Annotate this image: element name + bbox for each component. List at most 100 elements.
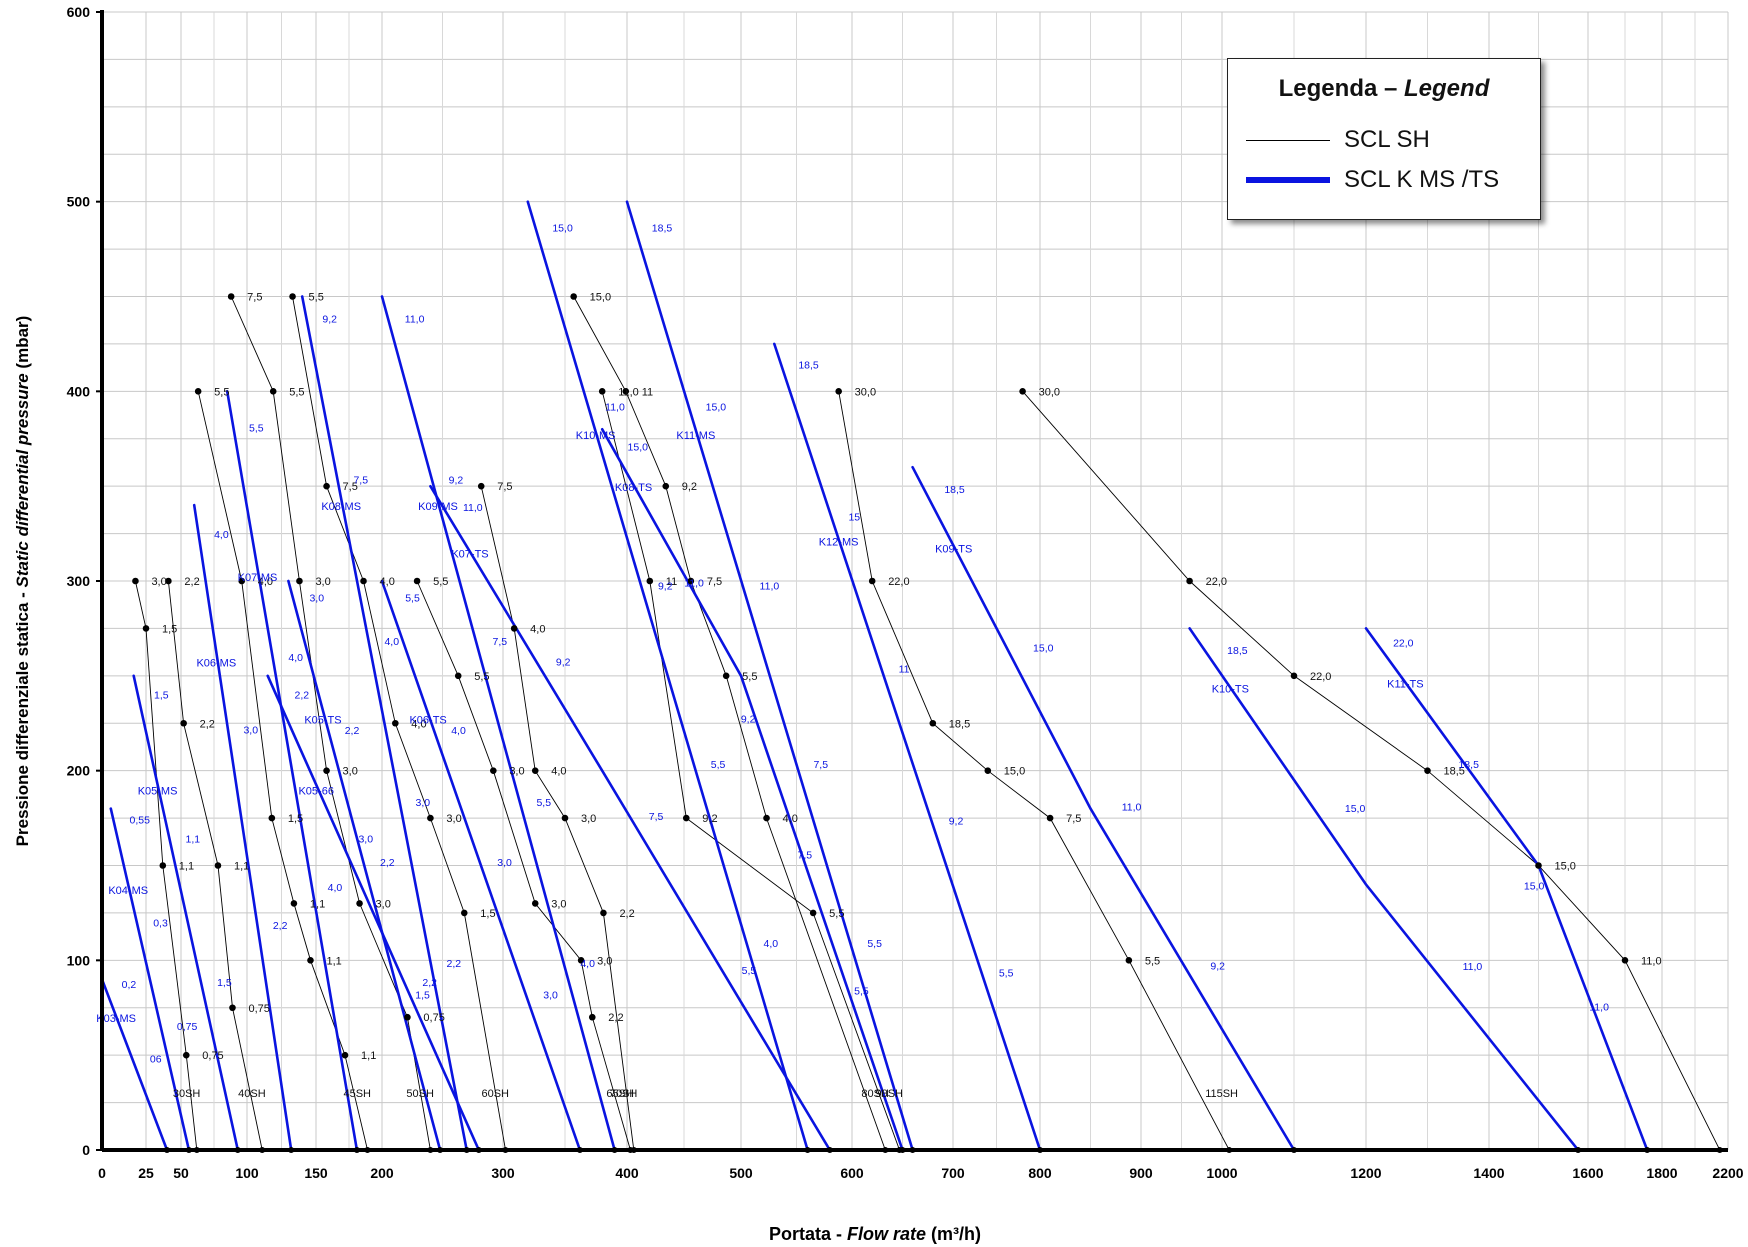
sh-series-label: 30SH: [173, 1088, 201, 1100]
k-point-label: 7,5: [649, 811, 664, 823]
k-point-label: 11,0: [1122, 802, 1142, 814]
sh-point-label: 15,0: [1004, 766, 1025, 778]
k-curve-k08-ms: [300, 295, 468, 1152]
y-tick-label: 500: [67, 194, 91, 210]
sh-point-label: 3,0: [551, 898, 566, 910]
sh-series-label: 65SH: [606, 1088, 634, 1100]
sh-point: [214, 862, 222, 869]
k-point-label: 15,0: [1033, 643, 1054, 655]
k-point-label: 9,2: [556, 656, 571, 668]
legend-entry-k: SCL K MS /TS: [1246, 165, 1499, 195]
sh-point-label: 2,2: [184, 576, 199, 588]
k-point-label: 4,0: [384, 636, 399, 648]
k-point-label: 5,5: [854, 985, 869, 997]
k-point-label: 18,5: [652, 222, 673, 234]
sh-point-label: 11,0: [1641, 955, 1662, 967]
x-tick-label: 200: [370, 1165, 394, 1181]
legend-title-main: Legenda –: [1278, 75, 1405, 102]
sh-point-label: 4,0: [783, 813, 798, 825]
sh-point: [622, 388, 630, 395]
k-series-label: K05-MS: [138, 785, 178, 797]
sh-point-label: 1,5: [480, 908, 495, 920]
k-point-label: 5,5: [536, 797, 551, 809]
legend: Legenda – Legend SCL SH SCL K MS /TS: [1227, 58, 1541, 220]
x-tick-label: 1400: [1473, 1165, 1504, 1181]
sh-point-label: 7,5: [247, 292, 262, 304]
k-point-label: 15,0: [552, 222, 573, 234]
sh-point: [1290, 672, 1298, 680]
x-tick-label: 25: [138, 1165, 154, 1181]
sh-point: [296, 577, 303, 585]
k-point-label: 3,0: [309, 592, 324, 604]
x-tick-label: 1800: [1646, 1165, 1677, 1181]
sh-point-label: 3,0: [597, 955, 612, 967]
k-point-label: 9,2: [322, 314, 337, 326]
k-curve-k11-ms: [625, 200, 914, 1152]
sh-point-label: 3,0: [509, 766, 524, 778]
sh-point: [598, 388, 606, 395]
k-point-label: 11,0: [684, 577, 704, 589]
sh-point: [194, 388, 202, 395]
sh-point: [682, 814, 690, 822]
k-curve-k05-ms: [132, 674, 240, 1152]
sh-point-label: 1,1: [179, 861, 194, 873]
sh-point: [835, 388, 842, 395]
k-point-label: 7,5: [353, 475, 368, 487]
sh-point-label: 30,0: [1039, 386, 1060, 398]
sh-point-label: 11: [642, 386, 653, 398]
sh-point-label: 4,0: [411, 718, 426, 730]
k-series-label: K12-MS: [819, 536, 859, 548]
k-point-label: 1,5: [415, 989, 430, 1001]
sh-point: [392, 719, 399, 727]
sh-point-label: 7,5: [343, 481, 358, 493]
y-tick-label: 200: [67, 763, 91, 779]
legend-entry-sh: SCL SH: [1246, 125, 1430, 155]
x-tick-label: 100: [235, 1165, 259, 1181]
y-tick-label: 300: [67, 573, 91, 589]
sh-point-label: 1,1: [234, 861, 249, 873]
k-series-label: K04-MS: [108, 885, 148, 897]
k-curve-k04-ms: [109, 807, 191, 1152]
sh-point: [460, 909, 468, 917]
sh-point: [490, 767, 497, 774]
k-point-label: 18,5: [1227, 645, 1248, 657]
k-point-label: 3,0: [416, 797, 431, 809]
x-tick-label: 1600: [1572, 1165, 1603, 1181]
sh-point: [404, 1013, 411, 1021]
sh-point: [238, 577, 246, 585]
sh-point-label: 30,0: [855, 386, 876, 398]
k-point-label: 0,75: [177, 1021, 198, 1033]
tick-labels: 0 100 200 300 400 500 600 0 25 50 100 150 200 300 400 5…: [67, 4, 1744, 1181]
x-tick-label: 500: [729, 1165, 753, 1181]
k-series-label: K09-MS: [418, 501, 458, 513]
y-tick-label: 400: [67, 383, 91, 399]
k-curve-k10-ts: [1188, 627, 1580, 1152]
x-tick-label: 50: [173, 1165, 189, 1181]
k-point-label: 11,0: [760, 580, 780, 592]
point-labels: 3,0 1,5 1,1 0,75 30SH 2,2 2,2 1,1 0,75 40SH 5,5 4,0…: [96, 222, 1661, 1099]
sh-point-label: 5,5: [1145, 955, 1160, 967]
sh-point: [570, 293, 577, 300]
k-point-label: 11,0: [1463, 961, 1483, 973]
k-point-label: 5,5: [999, 968, 1014, 980]
k-point-label: 4,0: [764, 938, 779, 950]
sh-point-label: 9,2: [702, 813, 717, 825]
k-point-label: 7,5: [493, 636, 508, 648]
sh-point: [1125, 957, 1133, 964]
k-point-label: 11,0: [1589, 1002, 1609, 1014]
x-tick-label: 800: [1028, 1165, 1052, 1181]
k-point-label: 0,55: [130, 814, 151, 826]
sh-point: [588, 1013, 596, 1021]
legend-swatch-sh: [1246, 139, 1330, 141]
sh-point: [600, 909, 607, 917]
sh-series-label: 40SH: [238, 1088, 266, 1100]
k-point-label: 11,0: [463, 502, 483, 514]
sh-point-label: 18,5: [1444, 766, 1465, 778]
k-curve-k07-ts: [429, 484, 832, 1152]
k-point-label: 3,0: [543, 989, 558, 1001]
sh-series-label: 115SH: [1205, 1088, 1238, 1100]
k-point-label: 1,1: [186, 833, 201, 845]
sh-point: [454, 672, 462, 680]
k-point-label: 15,0: [1524, 880, 1545, 892]
k-point-label: 5,5: [249, 422, 264, 434]
